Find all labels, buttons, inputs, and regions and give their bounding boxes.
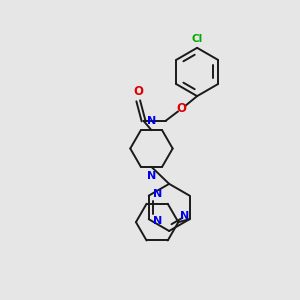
Text: N: N: [180, 211, 189, 221]
Text: N: N: [147, 171, 156, 181]
Text: N: N: [147, 116, 156, 126]
Text: N: N: [153, 216, 162, 226]
Text: O: O: [177, 102, 187, 115]
Text: Cl: Cl: [191, 34, 203, 44]
Text: O: O: [133, 85, 143, 98]
Text: N: N: [153, 189, 162, 199]
